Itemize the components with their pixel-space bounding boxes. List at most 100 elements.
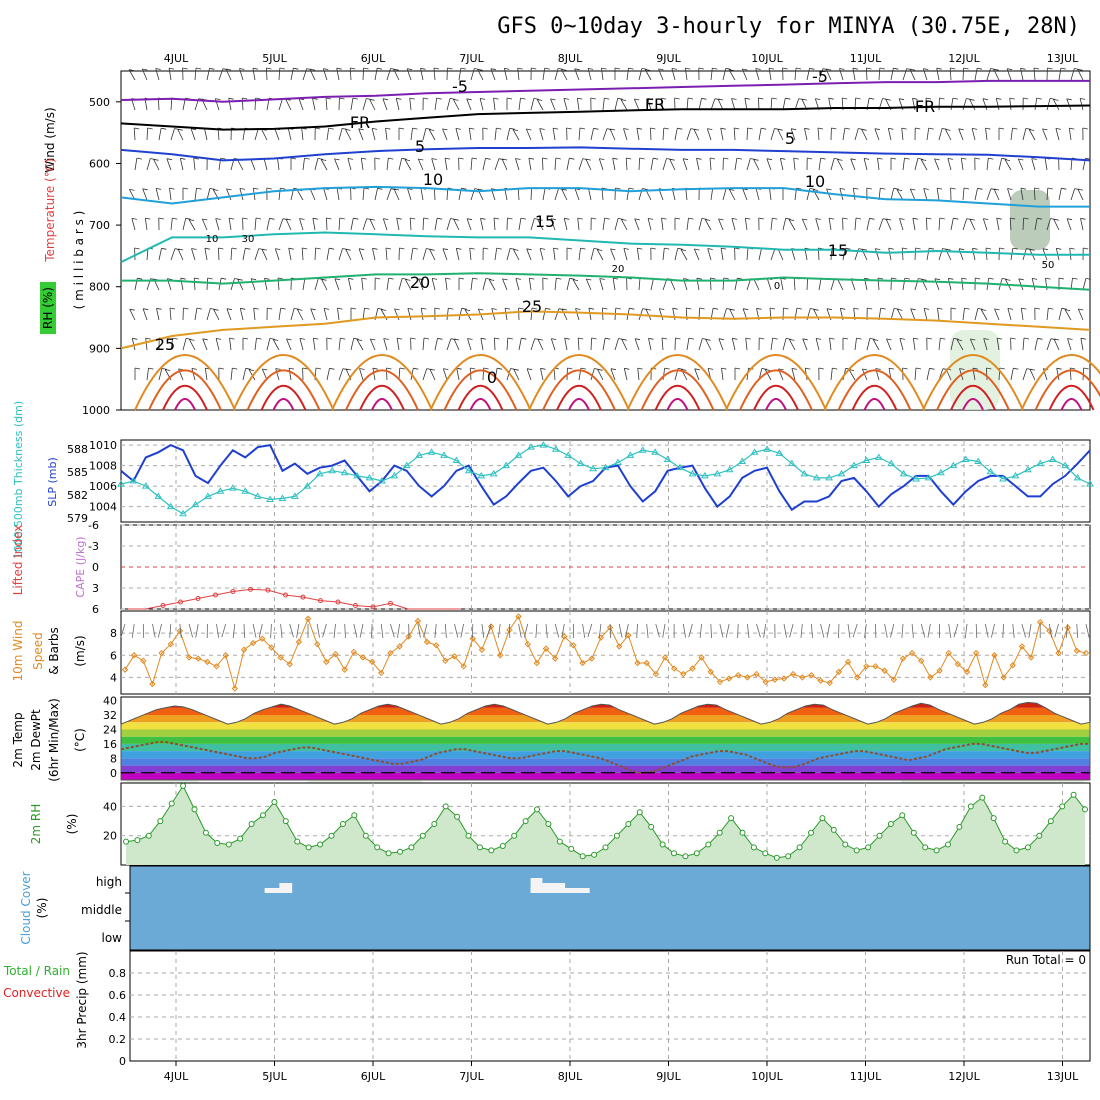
thickness-marker <box>713 469 722 477</box>
wind-barb <box>801 218 808 231</box>
wind-barb-flag <box>694 368 700 371</box>
wind-barb-flag <box>953 217 959 220</box>
wind-barb-flag <box>334 278 340 281</box>
wind-barb <box>482 278 487 291</box>
wind-barb-flag <box>137 277 143 280</box>
wind-barb <box>802 338 808 351</box>
wind-barb <box>744 218 748 231</box>
wind-barb-flag <box>743 308 749 311</box>
wind-barb <box>513 249 520 261</box>
wind-barb <box>693 248 700 261</box>
wind-barb <box>1082 278 1087 291</box>
boundary-layer-contour <box>246 369 321 411</box>
wind10m-barb <box>927 623 931 638</box>
wind-barb <box>837 279 844 291</box>
wind-barb <box>733 127 736 141</box>
wind-barb-flag <box>506 97 513 100</box>
wind-barb-flag <box>912 217 918 220</box>
precip-panel: 0.80.60.40.20 <box>109 950 1091 1068</box>
wind-barb <box>729 189 736 201</box>
wind10m-marker <box>835 668 843 676</box>
wind-barb-flag <box>756 307 762 310</box>
wind-barb-flag <box>809 188 815 190</box>
rh2m-marker <box>351 812 358 819</box>
wind-barb <box>923 308 928 321</box>
wind-barb-flag <box>575 308 581 310</box>
wind-barb-flag <box>1029 368 1035 371</box>
wind-barb <box>350 218 354 231</box>
wind-barb-flag <box>998 127 1005 130</box>
wind-barb <box>542 157 544 171</box>
thickness-marker <box>464 466 473 474</box>
date-tick-label-bottom: 13JUL <box>1047 1070 1079 1083</box>
wind-barb <box>1022 217 1024 231</box>
wind-barb-flag <box>267 307 273 310</box>
wind10m-barb <box>454 623 459 638</box>
wind-barb <box>590 368 595 381</box>
wind-barb <box>753 159 760 171</box>
wind-barb <box>901 128 904 141</box>
wind-barb-flag <box>447 67 453 70</box>
wind-barb-flag <box>785 217 791 220</box>
wind-barb-flag <box>1082 127 1088 130</box>
wind-barb-flag <box>485 157 491 160</box>
wind10m-barb <box>120 623 126 638</box>
wind-barb <box>540 368 544 381</box>
wind-barb <box>722 188 727 201</box>
thickness-marker <box>825 473 833 481</box>
wind-barb <box>1009 217 1012 231</box>
wind10m-marker <box>625 632 632 639</box>
wind-barb-flag <box>934 158 940 161</box>
wind-barb <box>914 158 919 171</box>
wind-barb-flag <box>772 337 778 340</box>
wind-barb <box>301 247 304 261</box>
wind-barb <box>1053 99 1060 111</box>
thickness-marker <box>129 477 138 484</box>
wind-barb-flag <box>324 308 330 310</box>
wind-barb-flag <box>875 248 881 250</box>
wind10m-barb <box>984 623 989 638</box>
wind-barb-flag <box>231 247 237 250</box>
wind-barb <box>326 217 328 231</box>
thickness-marker <box>999 474 1007 482</box>
wind-barb <box>961 278 964 291</box>
wind-barb <box>321 279 328 291</box>
wind-barb-flag <box>533 98 539 100</box>
wind-barb-flag <box>886 218 892 221</box>
wind-barb-flag <box>569 277 575 280</box>
wind-barb-flag <box>521 337 527 340</box>
wind-barb <box>431 278 436 291</box>
wind-barb <box>542 68 546 81</box>
wind10m-marker <box>863 663 870 670</box>
wind-barb <box>513 369 520 381</box>
wind-barb-flag <box>899 338 905 340</box>
wind-barb <box>134 158 138 171</box>
wind-barb-flag <box>731 218 737 220</box>
isotherm-label: 5 <box>415 137 425 156</box>
wind-barb <box>770 218 773 231</box>
wind-barb-flag <box>899 218 905 220</box>
wind10m-speed-label: Speed <box>31 632 45 670</box>
wind-barb <box>338 248 343 261</box>
wind-barb-flag <box>275 368 281 370</box>
wind-barb-flag <box>769 307 776 310</box>
wind-barb-flag <box>940 337 946 340</box>
wind10m-marker <box>533 659 541 667</box>
lifted-index-line <box>128 588 461 610</box>
wind10m-barb <box>1085 623 1090 638</box>
date-tick-label-bottom: 6JUL <box>361 1070 386 1083</box>
wind-barb <box>1077 188 1084 201</box>
wind10m-barb <box>1028 623 1032 638</box>
wind10m-marker <box>1018 643 1026 650</box>
wind-barb-flag <box>813 308 819 311</box>
wind-barb-flag <box>404 159 411 161</box>
wind-barb-flag <box>1061 307 1067 310</box>
thickness-marker <box>427 448 436 455</box>
wind-barb-flag <box>637 367 643 370</box>
wind10m-barb <box>1065 623 1069 638</box>
wind-barb-flag <box>213 308 219 311</box>
boundary-layer-contour <box>654 384 701 411</box>
wind-barb-flag <box>924 308 930 310</box>
